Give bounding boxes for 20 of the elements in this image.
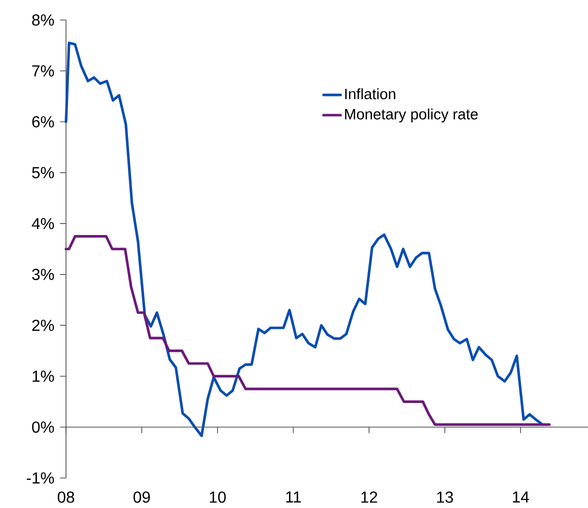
y-tick-label: 4% [32,218,54,230]
y-tick-label: -1% [26,472,54,484]
y-tick-label: 1% [32,370,54,382]
line-series [64,234,551,426]
x-tick-label: 12 [361,492,378,503]
y-tick-label: 3% [32,268,54,280]
x-tick-label: 08 [58,492,74,503]
x-tick-label: 11 [286,492,301,502]
y-tick-label: 8% [32,14,54,26]
y-tick-label: 6% [32,116,54,128]
legend-label: Monetary policy rate [345,108,478,122]
x-tick-label: 13 [437,492,453,503]
x-tick-label: 09 [134,492,150,503]
x-tick-label: 14 [512,492,529,502]
y-tick-label: 2% [32,320,54,331]
y-tick-label: 5% [32,167,54,178]
x-tick-label: 10 [210,492,226,503]
y-tick-label: 7% [32,65,54,76]
y-tick-label: 0% [32,421,54,433]
legend-label: Inflation [345,88,396,100]
